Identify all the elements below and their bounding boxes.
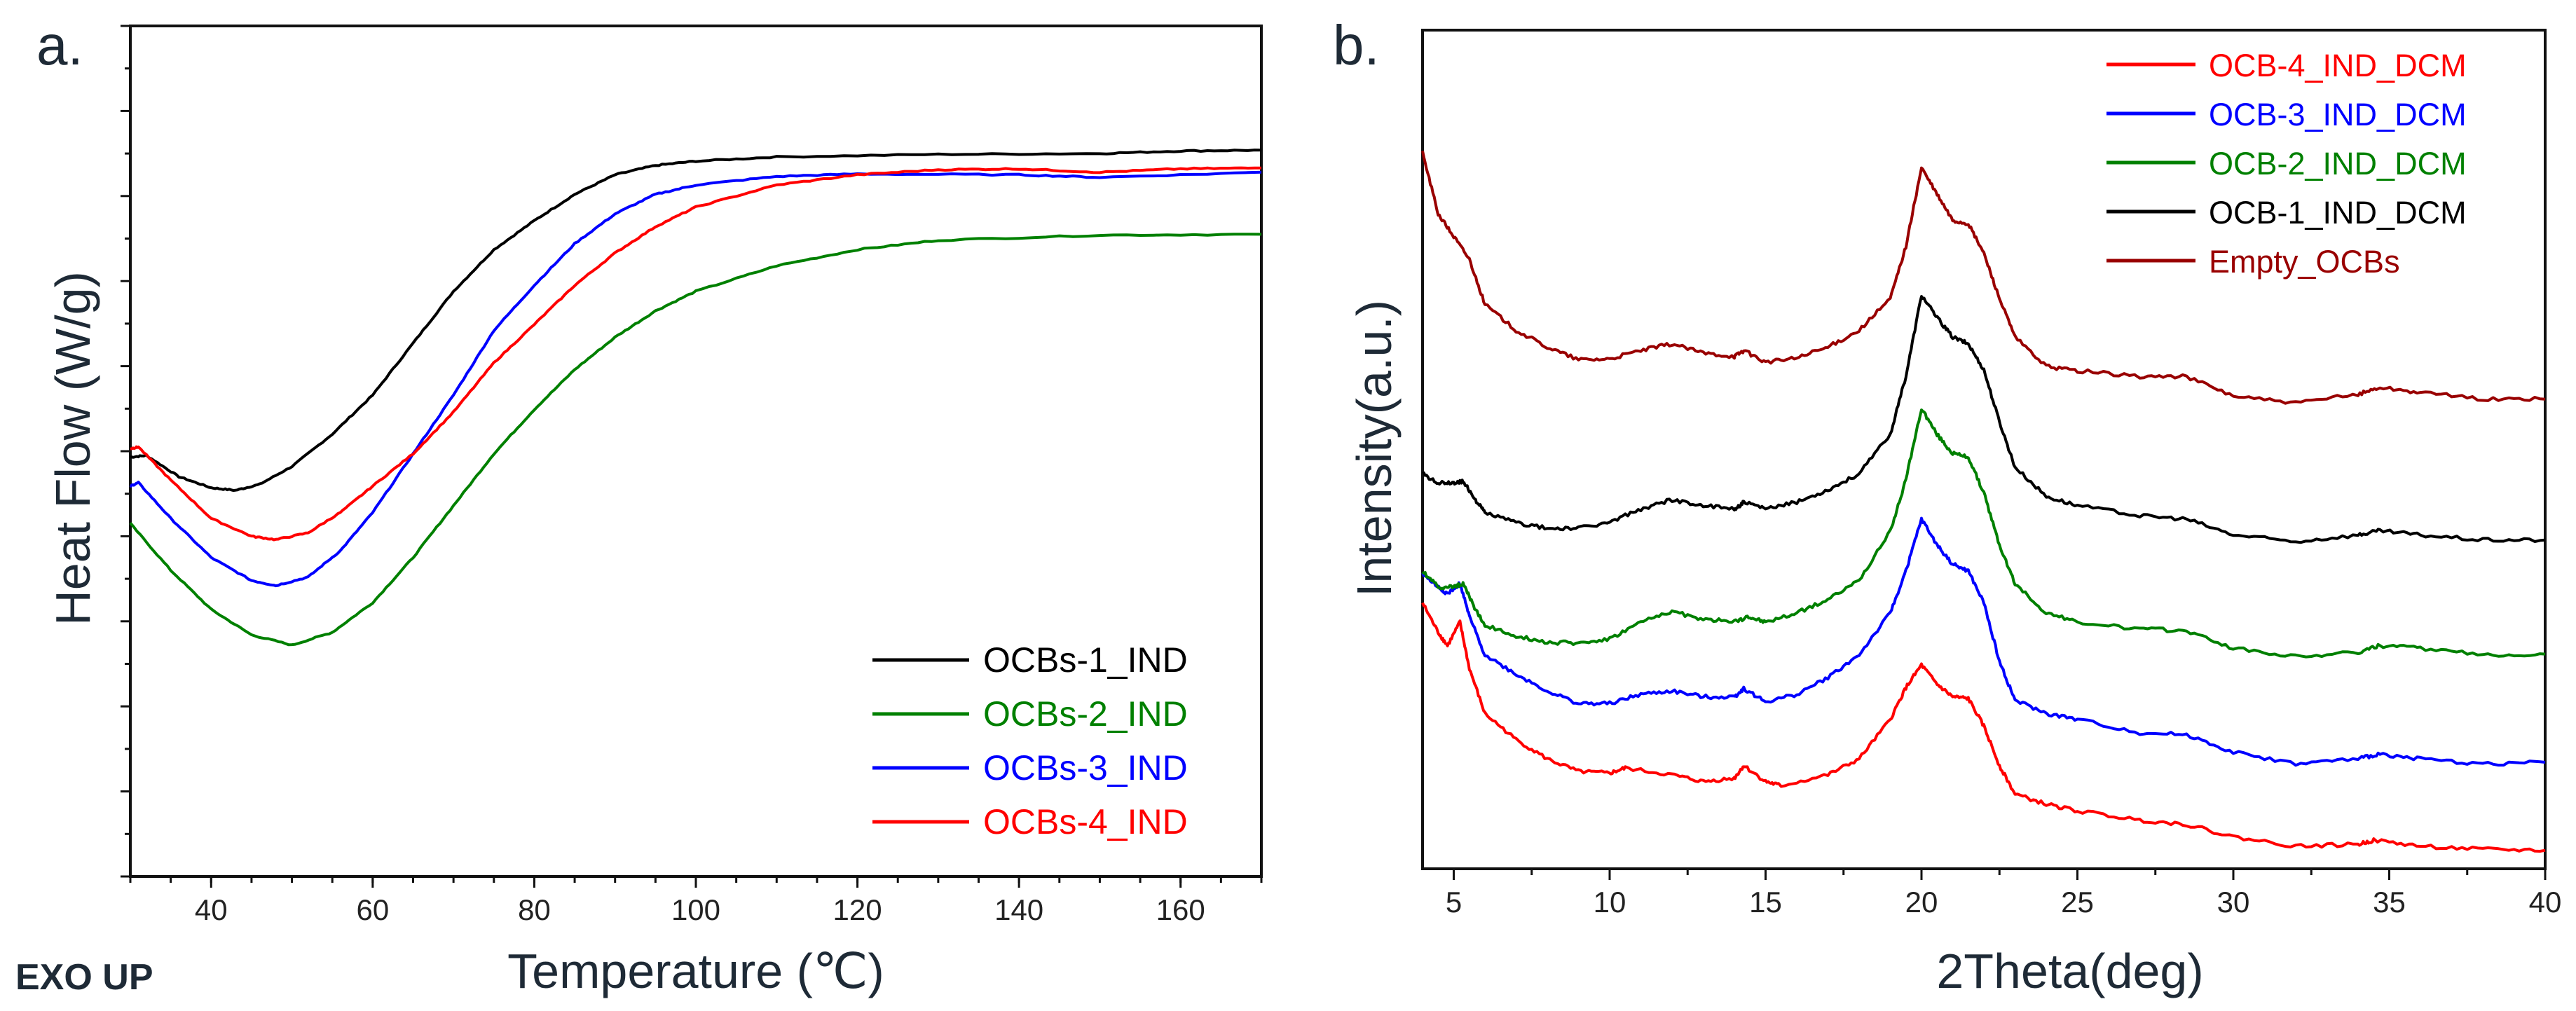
series-line-empty-ocbs: [1421, 150, 2546, 405]
panel-a-label: a.: [36, 14, 83, 76]
panel-b-x-axis-title: 2Theta(deg): [1936, 944, 2203, 998]
x-tick-label: 100: [671, 893, 720, 926]
x-tick-label: 120: [833, 893, 882, 926]
series-line-ocb-2-ind-dcm: [1421, 408, 2546, 659]
legend-label: OCB-3_IND_DCM: [2209, 97, 2467, 132]
x-tick-label: 140: [994, 893, 1043, 926]
x-tick-label: 40: [195, 893, 228, 926]
legend-label: OCB-2_IND_DCM: [2209, 146, 2467, 181]
x-tick-label: 35: [2373, 886, 2406, 919]
series-line-ocbs-1-ind: [130, 149, 1262, 492]
x-tick-label: 10: [1594, 886, 1626, 919]
legend-label: OCBs-1_IND: [983, 640, 1188, 680]
series-line-ocbs-2-ind: [129, 233, 1262, 647]
x-tick-label: 25: [2061, 886, 2094, 919]
x-tick-label: 20: [1905, 886, 1938, 919]
legend-label: OCBs-4_IND: [983, 802, 1188, 841]
legend-label: OCBs-3_IND: [983, 748, 1188, 788]
x-tick-label: 15: [1749, 886, 1782, 919]
legend-label: OCBs-2_IND: [983, 694, 1188, 734]
panel-a-x-axis-title: Temperature (℃): [507, 944, 884, 998]
series-line-ocb-4-ind-dcm: [1421, 602, 2546, 853]
legend-label: Empty_OCBs: [2209, 244, 2400, 280]
x-tick-label: 160: [1156, 893, 1205, 926]
series-line-ocb-3-ind-dcm: [1421, 516, 2546, 767]
series-line-ocbs-4-ind: [130, 166, 1262, 542]
panel-b-label: b.: [1333, 14, 1380, 76]
plot-frame: [1421, 29, 2547, 870]
exo-up-note: EXO UP: [15, 957, 153, 998]
panel-a-dsc-chart: a. Heat Flow (W/g) Temperature (℃) EXO U…: [15, 14, 1263, 998]
panel-b-y-axis-title: Intensity(a.u.): [1347, 300, 1402, 597]
x-tick-label: 40: [2529, 886, 2562, 919]
series-line-ocb-1-ind-dcm: [1422, 295, 2546, 544]
panel-a-y-axis-title: Heat Flow (W/g): [46, 271, 100, 626]
legend-label: OCB-1_IND_DCM: [2209, 195, 2467, 231]
panel-b-xrd-chart: b. Intensity(a.u.) 2Theta(deg) 5 10 15 20 25…: [1333, 14, 2561, 998]
x-tick-label: 30: [2217, 886, 2250, 919]
x-tick-label: 60: [356, 893, 389, 926]
x-tick-label: 5: [1446, 886, 1462, 919]
series-line-ocbs-3-ind: [129, 170, 1262, 588]
legend-label: OCB-4_IND_DCM: [2209, 48, 2467, 83]
x-tick-label: 80: [518, 893, 551, 926]
